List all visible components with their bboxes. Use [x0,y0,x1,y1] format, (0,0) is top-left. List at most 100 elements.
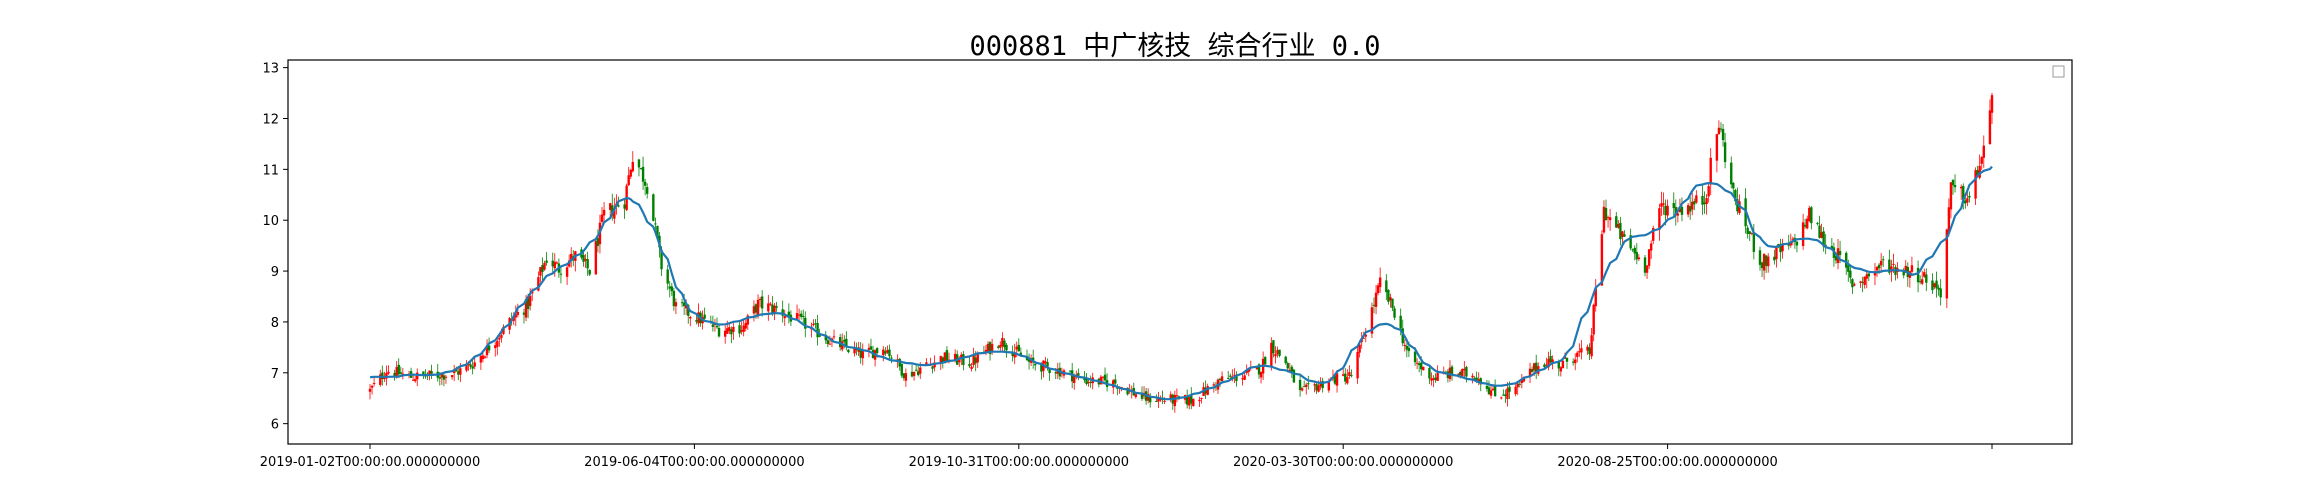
candle-body [1734,189,1737,202]
candle-body [586,259,589,269]
candle-body [1968,195,1971,198]
candle-body [1302,386,1306,388]
candle-body [1750,232,1753,234]
candle-body [452,371,456,374]
candle-body [1185,396,1189,405]
candle-body [1649,243,1653,251]
candle-body [1200,397,1203,399]
candle-body [1881,259,1885,261]
candle-body [1666,205,1669,216]
candle-body [459,368,462,375]
candle-body [1034,364,1037,366]
candle-body [609,203,612,211]
candle-body [1140,393,1144,399]
candle-body [1816,223,1819,225]
candle-body [1637,257,1641,260]
candle-body [1721,128,1725,141]
candle-body [1717,127,1721,135]
candle-body [1660,203,1663,207]
candle-body [1436,373,1439,381]
candle-body [1647,249,1651,266]
candle-body [444,376,448,378]
candle-body [1580,348,1583,353]
candle-body [797,314,801,316]
candle-body [1732,182,1735,189]
candle-body [1274,354,1277,357]
candle-body [859,350,862,358]
candle-body [1190,394,1193,404]
candle-body [1473,378,1476,380]
candle-body [660,249,663,270]
y-tick-label: 8 [271,316,279,331]
legend-box [2052,65,2065,78]
candle-body [687,305,690,316]
candle-body [551,260,554,267]
candle-body [1430,378,1433,381]
candle-body [1916,267,1920,283]
candle-body [1781,243,1784,252]
candle-body [1764,255,1768,266]
candle-body [1966,198,1969,203]
candle-body [1346,377,1349,384]
candle-body [1259,371,1263,378]
candle-body [972,355,975,366]
candle-body [976,353,979,363]
candle-body [799,313,803,317]
candle-body [1401,328,1404,344]
candle-body [1391,298,1394,309]
candle-body [1461,369,1464,377]
candle-body [555,262,559,264]
candle-body [1652,228,1655,241]
candle-body [1508,386,1511,392]
candle-body [1417,363,1421,366]
candle-body [1241,378,1244,380]
candle-body [746,315,749,325]
candle-body [1551,359,1554,363]
candle-body [1149,396,1152,403]
candle-body [1988,110,1992,145]
candle-body [502,326,505,334]
candle-body [715,325,719,328]
candle-body [1719,128,1723,130]
candle-body [1089,382,1092,384]
candle-body [514,314,517,318]
candle-body [438,377,442,379]
candle-body [1532,363,1536,371]
candle-body [1192,398,1195,407]
candle-body [1693,201,1696,205]
candle-body [1307,383,1310,385]
candle-body [1791,238,1795,240]
candle-body [1356,352,1359,379]
candle-body [1087,382,1090,384]
candle-body [1576,352,1579,357]
candle-body [1471,375,1474,378]
candle-body [1489,390,1493,396]
x-tick-label: 2019-01-02T00:00:00.000000000 [260,455,480,470]
candle-body [1263,357,1267,365]
candle-body [882,349,885,356]
candle-body [1385,280,1388,293]
candle-body [541,265,544,272]
candle-body [914,369,918,371]
candle-body [1834,255,1838,261]
candle-body [473,362,476,367]
candle-body [1623,234,1626,237]
candle-body [787,311,791,316]
candle-body [1561,360,1565,369]
candle-body [1415,362,1419,364]
candle-body [1586,346,1589,351]
candle-body [1617,224,1620,228]
candle-body [631,162,635,172]
candle-body [467,363,470,366]
candle-body [1335,373,1339,386]
candle-body [1516,383,1519,388]
candle-body [1691,201,1694,210]
candle-body [1695,195,1698,203]
candle-body [368,388,372,392]
candle-body [802,316,805,318]
candle-body [543,263,546,270]
candle-body [674,302,678,307]
candle-body [1773,256,1776,261]
candle-body [1233,374,1236,376]
